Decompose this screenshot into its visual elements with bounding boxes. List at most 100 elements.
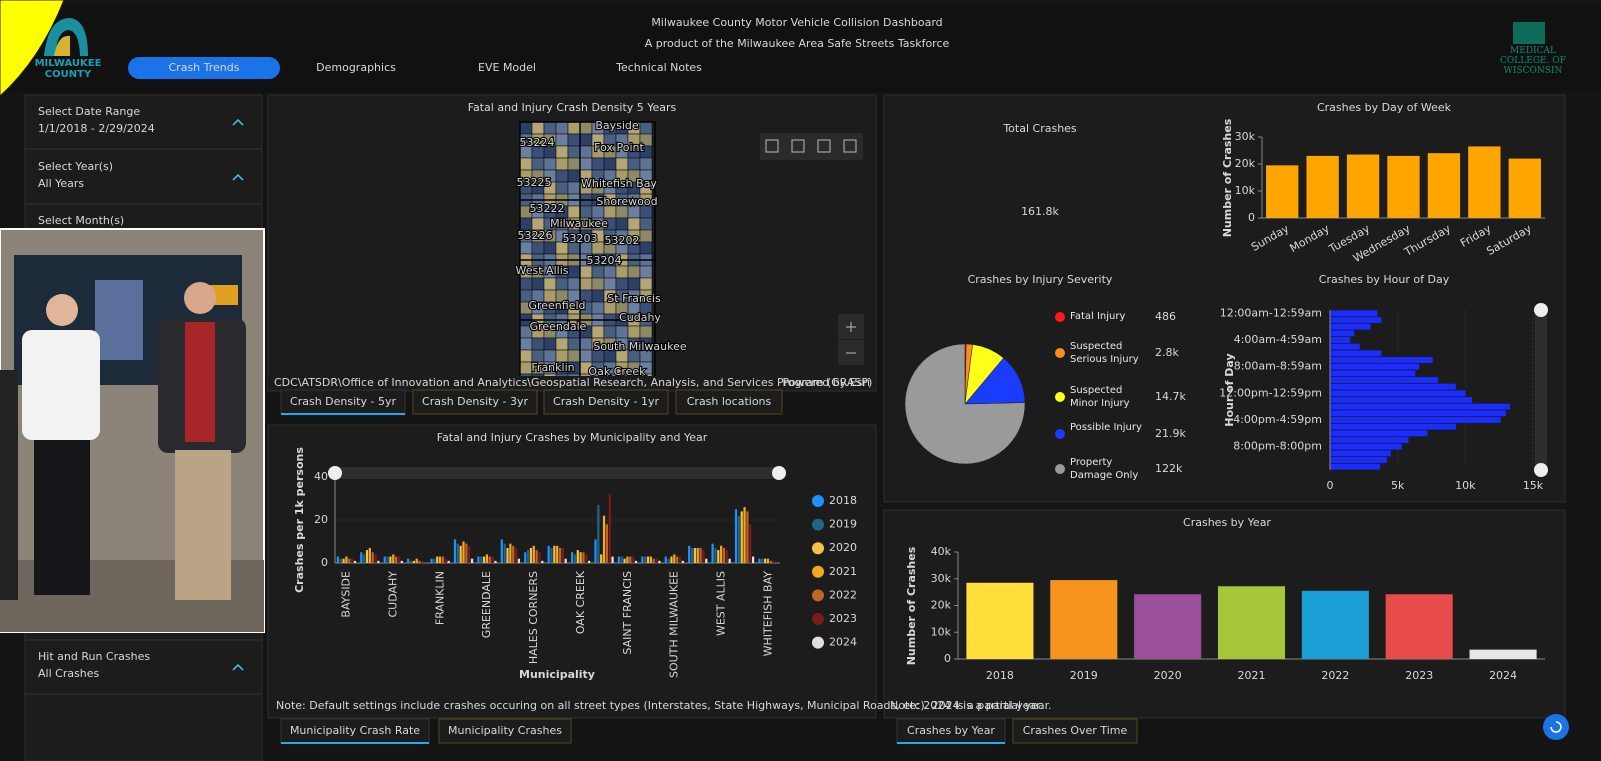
legend-swatch[interactable] [812,589,824,601]
legend-swatch[interactable] [812,613,824,625]
range-slider-track[interactable] [330,467,785,479]
tab-label[interactable]: Crash Density - 3yr [422,395,528,408]
bar [1134,594,1201,659]
bar [743,507,745,563]
map-label: 53225 [517,176,552,189]
nav-tab[interactable]: Demographics [316,61,396,74]
refresh-button[interactable] [1543,714,1569,740]
map-tract [640,230,652,242]
map-tract [628,266,640,278]
nav-tab[interactable]: Crash Trends [169,61,240,74]
map-tract [556,122,568,134]
tab-label[interactable]: Crash Density - 5yr [290,395,396,408]
bar [398,557,400,563]
x-tick-label: 0 [1327,479,1334,492]
tab-label[interactable]: Crash Density - 1yr [553,395,659,408]
x-tick-label: SOUTH MILWAUKEE [668,571,681,678]
tab-label[interactable]: Crash locations [687,395,772,408]
map-toolbar [760,133,863,160]
filter-label[interactable]: Hit and Run Crashes [38,650,150,663]
bar [577,550,579,563]
legend-label[interactable]: 2024 [829,636,857,649]
legend-swatch[interactable] [812,542,824,554]
legend-label[interactable]: 2022 [829,588,857,601]
bar [468,546,470,563]
filter-label[interactable]: Select Month(s) [38,214,124,227]
data-label: 486 [1155,310,1176,323]
nav-tab[interactable]: Technical Notes [615,61,702,74]
bar [1330,424,1456,430]
map-tract [580,158,592,170]
bar [644,557,646,563]
tab-label[interactable]: Crashes by Year [907,724,995,737]
legend-swatch[interactable] [812,566,824,578]
legend-label[interactable]: 2018 [829,494,857,507]
map-tract [568,122,580,134]
range-slider-handle[interactable] [772,466,786,480]
chart-title: Crashes by Injury Severity [968,273,1113,286]
map-tract [580,122,592,134]
map-powered-by: Powered by Esri [782,376,870,389]
map-tract [592,326,604,338]
bar [374,554,376,563]
bar [548,546,550,563]
map-tract [616,278,628,290]
bar [462,542,464,564]
map-label: Whitefish Bay [581,177,657,190]
tab-label[interactable]: Municipality Crash Rate [290,724,420,737]
x-tick-label: FRANKLIN [433,571,446,625]
bar [1330,397,1472,403]
map-label: Milwaukee [550,217,608,230]
bar [416,559,418,563]
legend-swatch[interactable] [812,637,824,649]
map-label: Franklin [531,361,574,374]
bar [384,557,386,563]
bar [691,548,693,563]
bar [550,548,552,563]
bar [483,557,485,563]
bar [1470,650,1537,659]
bar [723,548,725,563]
range-slider-handle[interactable] [1534,303,1548,317]
legend-swatch[interactable] [812,495,824,507]
tab-label[interactable]: Crashes Over Time [1023,724,1128,737]
bar [524,552,526,563]
bar [711,544,713,563]
bar [1330,364,1419,370]
legend-label[interactable]: 2021 [829,565,857,578]
tab-label[interactable]: Municipality Crashes [448,724,562,737]
map-tract [640,326,652,338]
legend-swatch [1055,429,1065,439]
indicator-title: Total Crashes [1002,122,1077,135]
bar [773,561,775,563]
map-tract [544,338,556,350]
range-slider-handle[interactable] [328,466,342,480]
filter-label[interactable]: Select Year(s) [38,160,113,173]
y-tick-label: 12:00pm-12:59pm [1219,386,1322,399]
map-tract [640,278,652,290]
bar [667,559,669,563]
bar [1306,156,1338,218]
map-tract [640,218,652,230]
bar [489,557,491,563]
legend-label[interactable]: 2023 [829,612,857,625]
legend-label[interactable]: 2019 [829,518,857,531]
map-label: West Allis [516,264,569,277]
legend-swatch [1055,348,1065,358]
range-slider-handle[interactable] [1534,463,1548,477]
y-axis-title: Number of Crashes [905,546,918,665]
legend-swatch[interactable] [812,519,824,531]
map-tract [604,326,616,338]
x-tick-label: CUDAHY [387,571,400,618]
bar [1330,404,1510,410]
filter-label[interactable]: Select Date Range [38,105,140,118]
x-tick-label: HALES CORNERS [527,571,540,664]
x-tick-label: 2018 [986,669,1014,682]
range-slider-track[interactable] [1535,305,1547,475]
bar [395,557,397,563]
map-tract [556,146,568,158]
legend-label[interactable]: 2020 [829,541,857,554]
bar [574,554,576,563]
nav-tab[interactable]: EVE Model [478,61,536,74]
y-tick-label: 40 [314,470,328,483]
